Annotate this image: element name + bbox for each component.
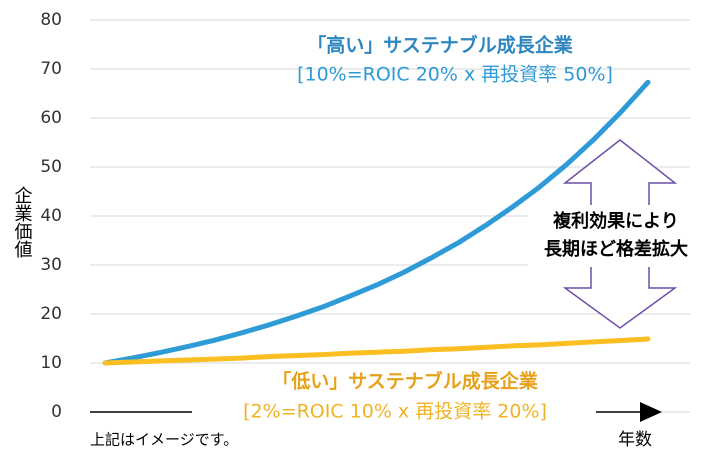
y-tick-label: 20 <box>40 304 62 324</box>
series-label: 「低い」サステナブル成長企業 <box>272 370 539 393</box>
y-axis-label: 企業価値 <box>12 186 33 258</box>
lines <box>102 79 651 366</box>
y-tick-label: 40 <box>40 206 62 226</box>
y-tick-label: 80 <box>40 10 62 30</box>
grid: 0 10 20 30 40 50 60 70 80 <box>40 10 690 422</box>
annotation: [10%=ROIC 20% x 再投資率 50%] <box>297 64 613 86</box>
series-line <box>102 79 651 366</box>
label-background <box>192 400 596 424</box>
annotation: 複利効果により <box>552 210 679 232</box>
series-line <box>102 336 651 366</box>
annotation: 長期ほど格差拡大 <box>544 238 688 260</box>
annotation: [2%=ROIC 10% x 再投資率 20%] <box>243 401 547 423</box>
y-tick-label: 30 <box>40 255 62 275</box>
y-tick-label: 60 <box>40 108 62 128</box>
y-tick-label: 10 <box>40 353 62 373</box>
y-tick-label: 70 <box>40 59 62 79</box>
series-label: 「高い」サステナブル成長企業 <box>307 34 574 57</box>
label-background <box>528 205 704 267</box>
x-axis-label: 年数 <box>618 430 652 450</box>
note: 上記はイメージです。 <box>90 431 238 449</box>
y-tick-label: 50 <box>40 157 62 177</box>
x-axis-arrow <box>640 402 662 422</box>
y-tick-label: 0 <box>51 402 62 422</box>
